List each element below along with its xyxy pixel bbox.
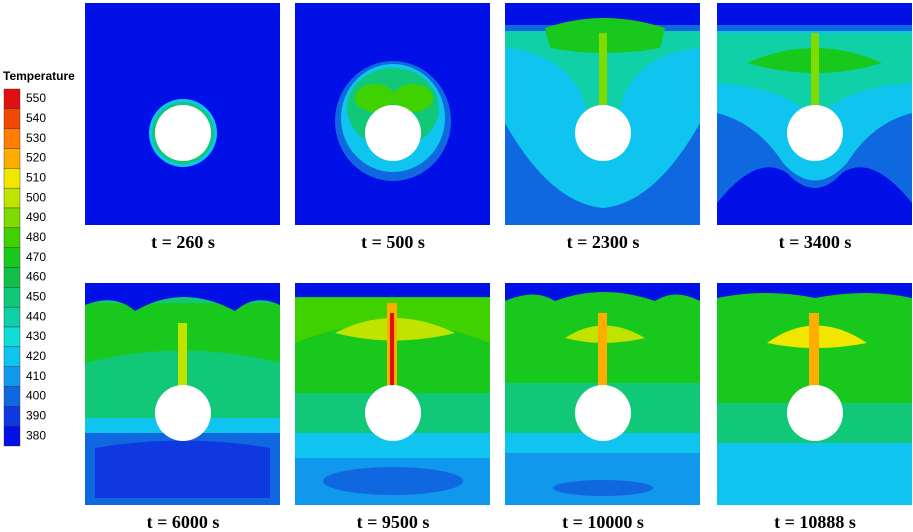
legend-swatch — [3, 326, 21, 348]
contour-panel — [717, 3, 912, 225]
legend-level: 480 — [26, 230, 46, 244]
legend-level: 520 — [26, 151, 46, 165]
legend-level: 450 — [26, 289, 46, 303]
panel-label: t = 2300 s — [567, 232, 640, 252]
panel-label: t = 9500 s — [357, 512, 430, 532]
contour-panel — [717, 283, 912, 505]
legend-swatch — [3, 247, 21, 268]
legend-level: 510 — [26, 170, 46, 184]
legend-swatch — [3, 406, 21, 427]
legend-swatch — [3, 267, 21, 288]
legend-level: 500 — [26, 190, 46, 204]
legend-title: Temperature — [3, 69, 75, 83]
legend-level: 490 — [26, 210, 46, 224]
panel-labels: t = 260 s t = 500 s t = 2300 s t = 3400 s t … — [147, 232, 856, 532]
panel-label: t = 500 s — [361, 232, 425, 252]
legend: 550 540 530 520 510 500 490 480 470 460 450 440 430 4… — [3, 88, 46, 447]
legend-level: 540 — [26, 111, 46, 125]
contour-panel — [295, 3, 490, 225]
panel-label: t = 260 s — [151, 232, 215, 252]
legend-level: 400 — [26, 389, 46, 403]
panel-label: t = 6000 s — [147, 512, 220, 532]
legend-level: 420 — [26, 349, 46, 363]
legend-swatch — [3, 207, 21, 229]
legend-level: 380 — [26, 428, 46, 442]
panel-label: t = 10888 s — [774, 512, 856, 532]
panel-label: t = 3400 s — [779, 232, 852, 252]
legend-swatch — [3, 108, 21, 129]
legend-level: 440 — [26, 309, 46, 323]
contour-panel — [85, 3, 280, 225]
panel-label: t = 10000 s — [562, 512, 644, 532]
contour-panel — [295, 283, 490, 505]
legend-level: 390 — [26, 408, 46, 422]
contour-panel — [85, 283, 280, 505]
legend-swatch — [3, 227, 21, 248]
legend-level: 530 — [26, 131, 46, 145]
legend-swatch — [3, 366, 21, 387]
legend-swatch — [3, 187, 21, 209]
legend-swatch — [3, 128, 21, 149]
legend-swatch — [3, 425, 21, 447]
legend-level: 470 — [26, 250, 46, 264]
contour-panel — [505, 3, 700, 225]
legend-swatch — [3, 346, 21, 367]
legend-swatch — [3, 386, 21, 407]
legend-swatch — [3, 306, 21, 328]
legend-level: 460 — [26, 270, 46, 284]
legend-level: 410 — [26, 369, 46, 383]
contour-panel — [505, 283, 700, 505]
legend-swatch — [3, 168, 21, 189]
legend-swatch — [3, 88, 21, 110]
legend-level: 430 — [26, 329, 46, 343]
legend-swatch — [3, 148, 21, 169]
legend-swatch — [3, 287, 21, 308]
legend-level: 550 — [26, 91, 46, 105]
